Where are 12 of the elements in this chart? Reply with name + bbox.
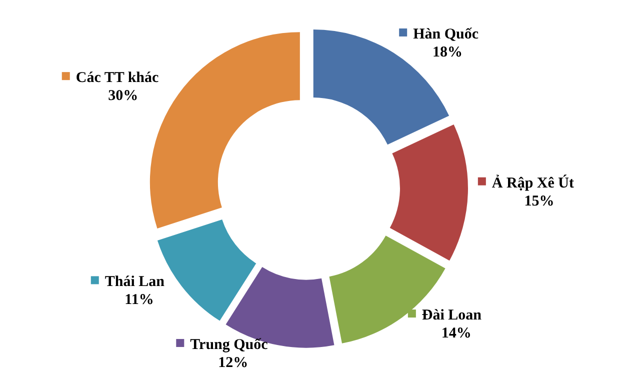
legend-label: Ả Rập Xê Út [492, 174, 574, 192]
legend-label: Đài Loan [422, 308, 482, 324]
legend-label: Hàn Quốc [413, 26, 479, 42]
data-label: 15% [524, 193, 554, 210]
data-label: 12% [218, 354, 248, 371]
legend-label: Trung Quốc [190, 336, 268, 353]
legend-label: Các TT khác [76, 70, 160, 86]
data-label: 11% [124, 292, 154, 308]
data-label: 14% [441, 326, 472, 342]
legend-label: Thái Lan [104, 274, 166, 290]
data-label: 30% [108, 88, 138, 104]
data-label: 18% [432, 44, 462, 60]
